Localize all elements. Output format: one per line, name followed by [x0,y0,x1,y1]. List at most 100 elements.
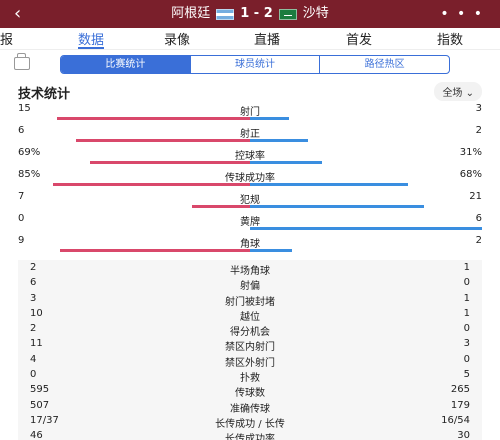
section-header: 技术统计 全场 ⌄ [0,78,500,102]
stat-list-row: 2 得分机会 0 [18,321,482,339]
home-value: 17/37 [30,414,59,426]
home-value: 69% [18,147,41,158]
away-bar [250,227,482,230]
stat-bar-row: 7 犯规 21 [0,190,500,212]
stat-label: 越位 [240,311,260,323]
away-value: 1 [463,292,470,304]
segment-match-stats[interactable]: 比赛统计 [61,56,190,73]
argentina-flag-icon [216,8,235,20]
stat-label: 扑救 [240,373,260,385]
list-stats: 2 半场角球 1 6 射偏 0 3 射门被封堵 1 10 越位 1 2 得分机会 0 11 禁区内射门 3 4 禁区外… [18,260,482,440]
away-value: 3 [463,338,470,350]
tab-lineup[interactable]: 首发 [346,33,373,48]
stat-bar-row: 15 射门 3 [0,102,500,124]
chevron-left-icon[interactable]: ‹ [14,3,22,24]
away-value: 1 [463,262,470,273]
more-icon[interactable]: • • • [440,6,484,22]
stat-list-row: 0 扑救 5 [18,367,482,385]
away-value: 68% [459,169,482,180]
tab-data[interactable]: 数据 [78,33,105,48]
home-value: 46 [30,430,43,440]
match-score: 1 - 2 [240,6,273,21]
away-value: 2 [475,235,482,246]
away-value: 5 [463,369,470,381]
stat-list-row: 46 长传成功率 30 [18,428,482,440]
stat-label: 黄牌 [240,217,260,228]
home-value: 4 [30,353,37,365]
stat-label: 角球 [240,239,260,250]
stat-list-row: 17/37 长传成功 / 长传 16/54 [18,413,482,430]
away-value: 1 [463,307,470,319]
home-bar [57,117,250,120]
stat-label: 犯规 [240,195,260,206]
home-value: 6 [30,277,37,289]
away-value: 0 [463,353,470,365]
home-bar [192,205,250,208]
stat-bar-row: 6 射正 2 [0,124,500,146]
home-value: 7 [18,191,25,202]
home-value: 0 [30,369,37,381]
home-value: 0 [18,213,25,224]
clipboard-icon[interactable] [14,53,30,70]
away-value: 0 [463,277,470,289]
home-value: 507 [30,399,50,411]
stat-label: 得分机会 [230,327,270,339]
match-title: 阿根廷 1 - 2 沙特 [0,0,500,28]
away-value: 0 [463,323,470,335]
away-value: 16/54 [441,414,470,426]
away-bar [250,139,308,142]
home-bar [89,161,250,164]
stat-list-row: 6 射偏 0 [18,275,482,292]
home-value: 6 [18,125,25,136]
stat-label: 传球成功率 [225,173,275,184]
stat-label: 长传成功率 [225,434,275,440]
tab-odds[interactable]: 指数 [437,33,464,48]
stat-label: 长传成功 / 长传 [215,418,285,430]
section-title: 技术统计 [18,87,71,102]
tab-video[interactable]: 录像 [164,33,191,48]
segment-player-stats[interactable]: 球员统计 [189,56,320,73]
stat-label: 禁区外射门 [225,357,275,369]
stat-bar-row: 69% 控球率 31% [0,146,500,168]
away-bar [250,249,292,252]
away-value: 31% [459,147,482,158]
home-value: 2 [30,262,37,273]
home-value: 85% [18,169,41,180]
tab-live[interactable]: 直播 [254,33,281,48]
tab-report[interactable]: 报 [0,33,14,48]
away-value: 3 [475,103,482,114]
segment-heatmap[interactable]: 路径热区 [319,56,449,73]
stat-list-row: 4 禁区外射门 0 [18,352,482,369]
home-value: 10 [30,307,43,319]
stat-list-row: 595 传球数 265 [18,382,482,400]
stats-segment-control: 比赛统计 球员统计 路径热区 [60,55,450,74]
stat-list-row: 2 半场角球 1 [18,260,482,277]
home-team-name: 阿根廷 [171,6,211,21]
away-value: 265 [450,384,470,396]
stat-label: 准确传球 [230,403,270,415]
away-value: 30 [457,430,470,440]
stat-label: 射门被封堵 [225,296,275,308]
range-select[interactable]: 全场 ⌄ [434,82,482,101]
away-value: 21 [469,191,482,202]
home-bar [59,249,250,252]
main-tabs: 报 数据 录像 直播 首发 指数 [0,28,500,50]
sub-toolbar: 比赛统计 球员统计 路径热区 [0,50,500,78]
active-tab-indicator [78,47,104,49]
home-bar [52,183,250,186]
header-bar: ‹ 阿根廷 1 - 2 沙特 • • • [0,0,500,28]
stat-label: 控球率 [235,151,265,162]
stat-list-row: 11 禁区内射门 3 [18,336,482,354]
away-value: 6 [475,213,482,224]
stat-label: 传球数 [235,388,265,400]
stat-label: 射门 [240,107,260,118]
away-value: 2 [475,125,482,136]
away-value: 179 [450,399,470,411]
home-value: 2 [30,323,37,335]
home-value: 11 [30,338,43,350]
stat-label: 禁区内射门 [225,342,275,354]
home-value: 9 [18,235,25,246]
saudi-flag-icon [278,8,297,20]
stat-list-row: 507 准确传球 179 [18,398,482,415]
